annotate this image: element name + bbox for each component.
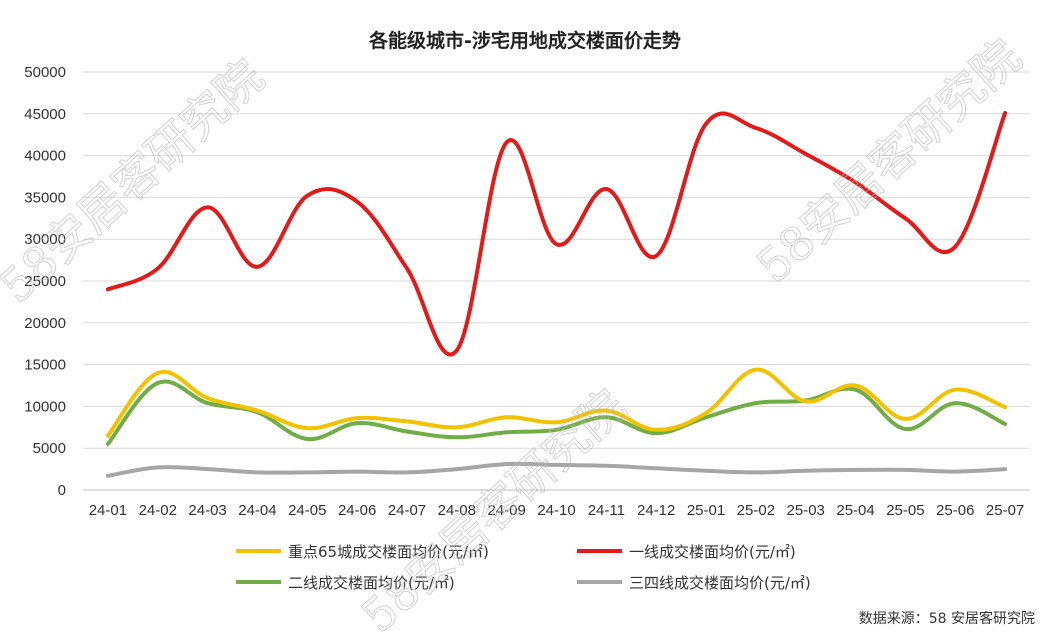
x-tick-label: 25-04 bbox=[836, 502, 874, 519]
x-tick-label: 24-09 bbox=[487, 502, 525, 519]
x-tick-label: 24-03 bbox=[188, 502, 226, 519]
legend-label-tier2: 二线成交楼面均价(元/㎡) bbox=[288, 574, 455, 592]
y-tick-label: 45000 bbox=[24, 106, 66, 123]
legend-label-tier34: 三四线成交楼面均价(元/㎡) bbox=[629, 574, 811, 592]
x-tick-label: 24-08 bbox=[438, 502, 476, 519]
watermark-1: 58安居客研究院 bbox=[0, 49, 274, 313]
y-tick-label: 0 bbox=[58, 482, 66, 499]
x-tick-label: 24-04 bbox=[238, 502, 276, 519]
y-tick-label: 50000 bbox=[24, 64, 66, 81]
series-line-tier1 bbox=[105, 111, 1008, 357]
x-tick-label: 24-11 bbox=[588, 502, 625, 519]
x-tick-label: 24-01 bbox=[89, 502, 127, 519]
watermark-group: 58安居客研究院 58安居客研究院 58安居客研究院 bbox=[0, 29, 1031, 643]
series-lines bbox=[105, 111, 1008, 478]
x-tick-label: 24-05 bbox=[288, 502, 326, 519]
x-tick-label: 24-07 bbox=[388, 502, 426, 519]
legend-label-key65: 重点65城成交楼面均价(元/㎡) bbox=[288, 543, 489, 561]
y-tick-label: 30000 bbox=[24, 231, 66, 248]
y-tick-label: 10000 bbox=[24, 398, 66, 415]
x-tick-label: 25-03 bbox=[787, 502, 825, 519]
chart-title: 各能级城市-涉宅用地成交楼面价走势 bbox=[368, 29, 681, 52]
series-line-key65 bbox=[105, 367, 1008, 438]
y-tick-label: 15000 bbox=[24, 357, 66, 374]
x-tick-label: 24-12 bbox=[637, 502, 675, 519]
y-tick-label: 25000 bbox=[24, 273, 66, 290]
y-tick-label: 40000 bbox=[24, 148, 66, 165]
x-tick-label: 25-07 bbox=[986, 502, 1024, 519]
legend-label-tier1: 一线成交楼面均价(元/㎡) bbox=[629, 543, 796, 561]
y-tick-label: 35000 bbox=[24, 189, 66, 206]
data-source-note: 数据来源：58 安居客研究院 bbox=[859, 610, 1035, 627]
y-tick-label: 20000 bbox=[24, 315, 66, 332]
x-axis-ticks: 24-01 24-02 24-03 24-04 24-05 24-06 24-07 24-08… bbox=[89, 502, 1025, 519]
x-tick-label: 25-05 bbox=[886, 502, 924, 519]
x-tick-label: 25-06 bbox=[936, 502, 974, 519]
x-tick-label: 24-06 bbox=[338, 502, 376, 519]
series-line-tier34 bbox=[105, 461, 1008, 478]
y-axis-ticks: 0 5000 10000 15000 20000 25000 30000 35000 40000… bbox=[24, 64, 66, 499]
x-tick-label: 24-10 bbox=[537, 502, 575, 519]
x-tick-label: 25-01 bbox=[687, 502, 725, 519]
y-tick-label: 5000 bbox=[33, 440, 66, 457]
x-tick-label: 24-02 bbox=[139, 502, 177, 519]
x-tick-label: 25-02 bbox=[737, 502, 775, 519]
legend: 重点65城成交楼面均价(元/㎡) 一线成交楼面均价(元/㎡) 二线成交楼面均价(… bbox=[236, 543, 811, 592]
